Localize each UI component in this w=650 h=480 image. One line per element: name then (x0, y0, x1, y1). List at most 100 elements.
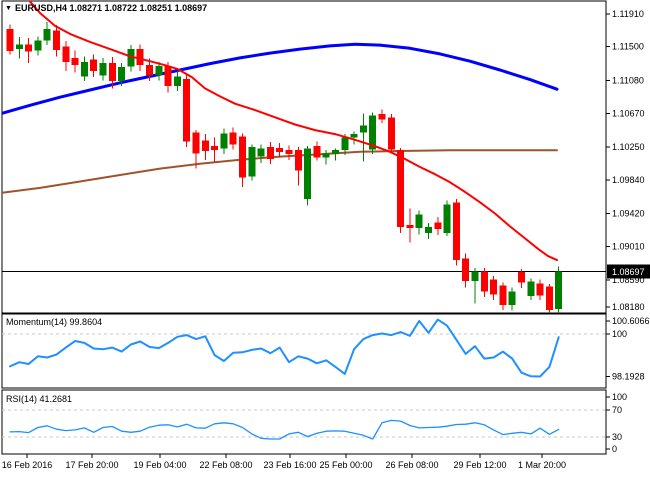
candle (15, 37, 23, 59)
candle (499, 282, 507, 310)
rsi-axis-label: 30 (612, 432, 622, 442)
candle (490, 276, 498, 301)
symbol-timeframe: EURUSD,H4 (14, 3, 67, 13)
candle (545, 284, 553, 313)
candle-body (183, 78, 191, 142)
candle (43, 21, 51, 46)
rsi-line (9, 419, 560, 440)
candle-body (53, 30, 60, 50)
candle (183, 73, 191, 147)
candle (443, 200, 451, 237)
candle-body (155, 66, 163, 76)
price-axis-label: 1.09840 (612, 175, 645, 185)
candle (62, 41, 70, 71)
candle (192, 130, 200, 169)
ma-mid-brown (2, 149, 558, 194)
price-axis-label: 1.09010 (612, 241, 645, 251)
candle (397, 147, 405, 233)
time-axis-label: 16 Feb 2016 (2, 460, 53, 470)
candle-body (434, 222, 442, 229)
candle (136, 44, 144, 71)
candle (415, 210, 423, 235)
ma-slow-blue (2, 42, 559, 115)
candle (378, 109, 386, 123)
candle-body (118, 66, 126, 82)
candle (257, 144, 265, 164)
candle-body (15, 44, 23, 50)
candle-body (387, 117, 395, 150)
current-price-tag: 1.08697 (607, 264, 650, 279)
candle-body (220, 133, 228, 149)
candle (220, 128, 228, 155)
candle-body (452, 202, 460, 260)
candle (480, 268, 488, 297)
momentum-value: 99.8604 (69, 317, 103, 327)
current-price-tag-text: 1.08697 (612, 267, 645, 277)
rsi-axis-label: 70 (612, 405, 622, 415)
rsi-value: 41.2681 (39, 394, 73, 404)
candle-body (90, 59, 98, 71)
candle-body (164, 66, 172, 87)
candle-body (322, 153, 330, 158)
price-axis-label: 1.09420 (612, 209, 645, 219)
candle-body (71, 57, 79, 66)
candle (90, 54, 98, 78)
candle-body (239, 136, 246, 178)
candle-body (480, 271, 488, 292)
candle (53, 25, 60, 57)
candle (201, 134, 209, 160)
candle (155, 61, 163, 81)
candle-body (108, 62, 116, 82)
time-axis-label: 25 Feb 00:00 (319, 460, 372, 470)
momentum-plot-area[interactable] (1, 313, 607, 389)
rsi-plot-area[interactable] (1, 389, 607, 455)
candle-body (332, 150, 339, 155)
rsi-axis-label: 0 (612, 444, 617, 454)
time-axis-label: 23 Feb 16:00 (263, 460, 316, 470)
main-chart-plot-area[interactable] (1, 0, 607, 314)
candle-body (201, 140, 209, 151)
momentum-name: Momentum(14) (6, 317, 68, 327)
candle-body (294, 150, 302, 171)
candle-body (527, 281, 535, 297)
time-axis-label: 29 Feb 12:00 (453, 460, 506, 470)
symbol-dropdown-icon[interactable]: ▼ (5, 5, 12, 12)
chart-title: ▼ EURUSD,H4 1.08271 1.08722 1.08251 1.086… (5, 3, 207, 14)
candle (99, 57, 107, 81)
candle (387, 114, 395, 152)
momentum-axis-label: 100.6066 (612, 316, 650, 326)
candle-body (536, 283, 544, 296)
candle (313, 141, 321, 161)
candle (118, 62, 126, 87)
candle (369, 112, 377, 155)
candle-body (99, 62, 107, 76)
price-axis-label: 1.10250 (612, 142, 645, 152)
candle (108, 57, 116, 89)
momentum-line (9, 318, 560, 378)
candle-body (127, 49, 135, 67)
candle (25, 37, 33, 63)
candle (452, 199, 460, 266)
candle (34, 36, 42, 56)
price-panel-content (2, 1, 606, 313)
candle-body (378, 114, 386, 120)
price-axis-label: 1.11910 (612, 9, 644, 19)
momentum-axis-label: 100 (612, 329, 627, 339)
rsi-axis-label: 100 (612, 392, 627, 402)
candle (508, 287, 516, 311)
candle (229, 127, 237, 150)
momentum-indicator-label: Momentum(14) 99.8604 (6, 317, 102, 328)
candle (406, 208, 414, 243)
candle-body (369, 115, 377, 150)
candle (211, 137, 219, 163)
candle-body (443, 204, 451, 233)
candle-body (248, 147, 256, 177)
candle (536, 279, 544, 301)
candle-body (350, 134, 358, 138)
candle-body (415, 214, 423, 228)
price-axis-label: 1.10670 (612, 108, 645, 118)
candle-body (211, 146, 219, 151)
candle (555, 266, 563, 313)
candle-body (518, 272, 525, 283)
candle-body (229, 132, 237, 145)
